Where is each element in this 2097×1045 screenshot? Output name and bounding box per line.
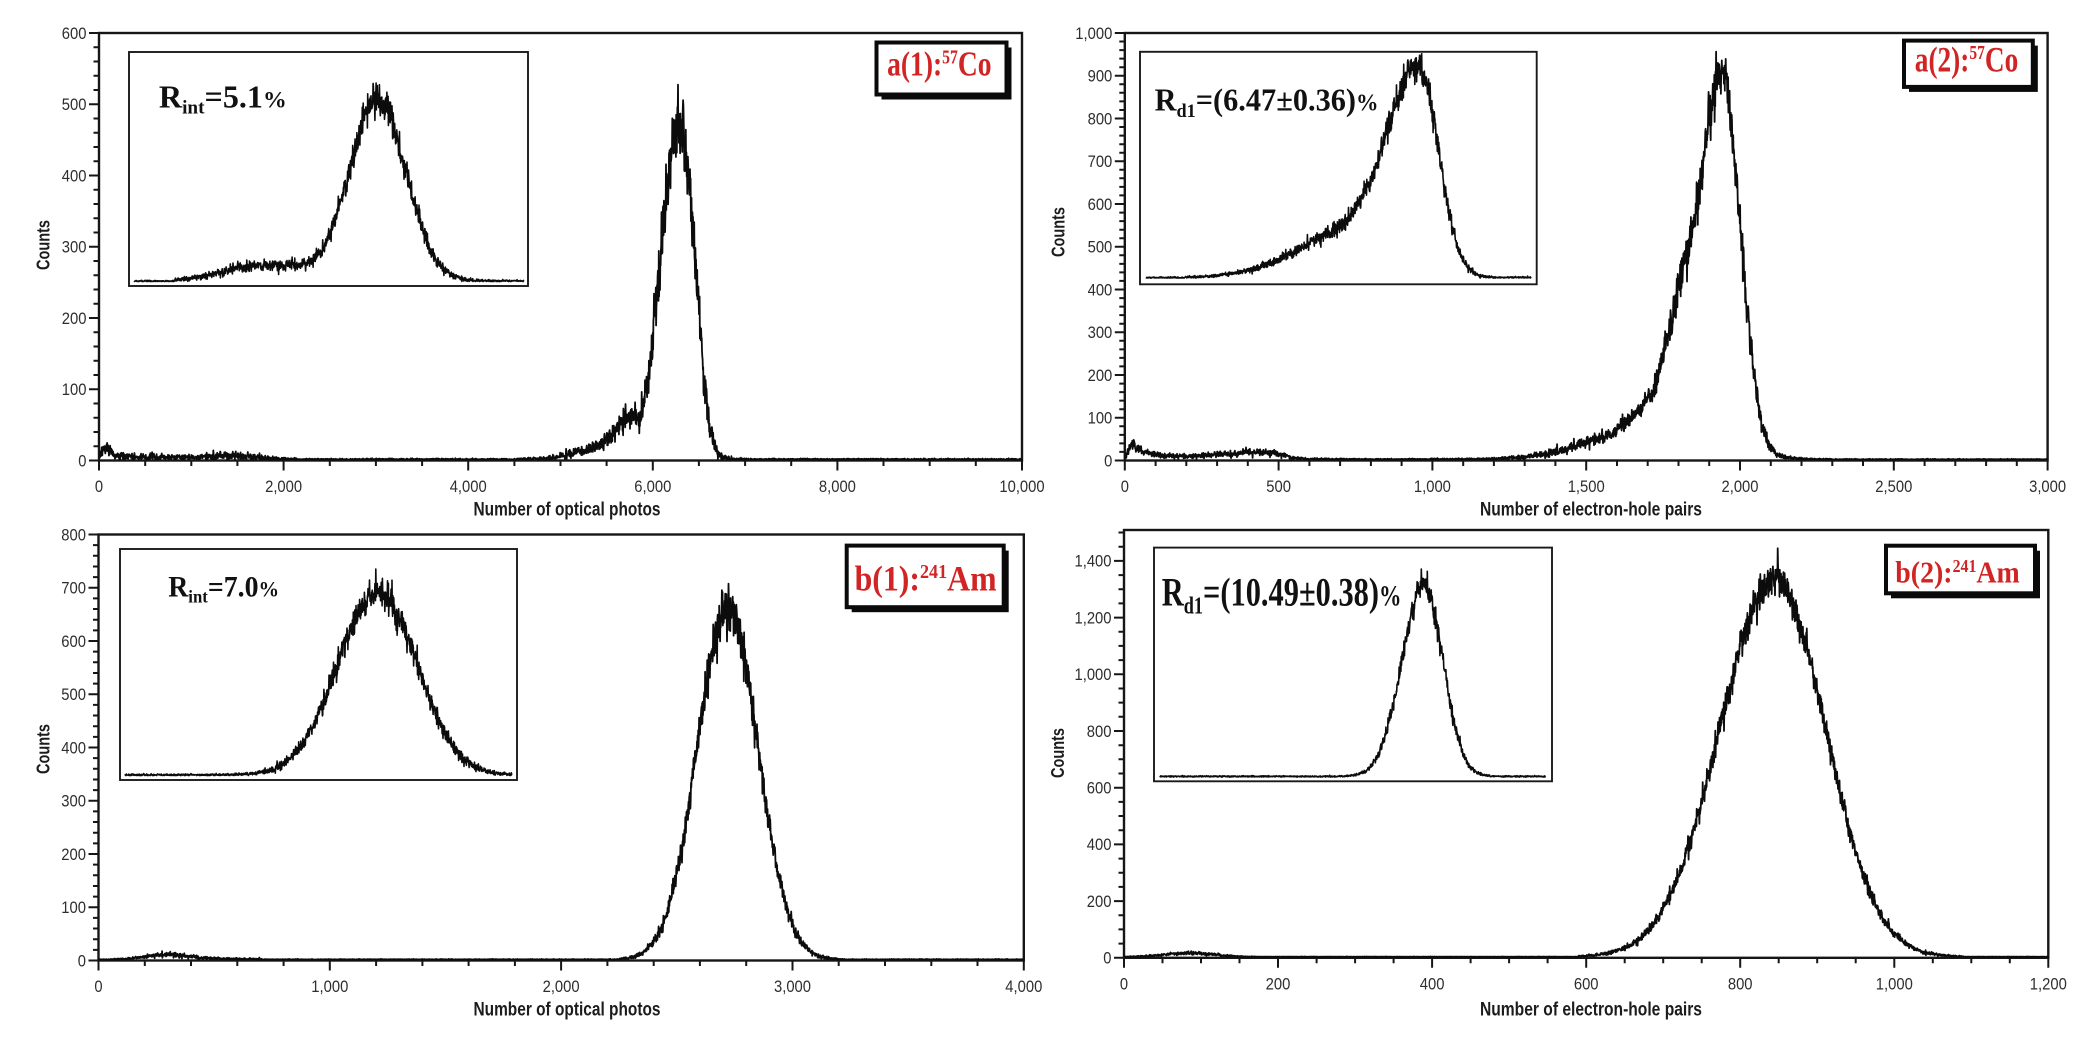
svg-text:400: 400 (1087, 835, 1112, 854)
svg-text:900: 900 (1088, 67, 1113, 86)
svg-text:0: 0 (95, 477, 103, 496)
svg-text:600: 600 (1087, 779, 1112, 798)
svg-text:Number of electron-hole pairs: Number of electron-hole pairs (1480, 498, 1702, 520)
svg-text:200: 200 (62, 309, 87, 328)
svg-text:1,200: 1,200 (1075, 608, 1112, 627)
svg-text:1,000: 1,000 (1075, 665, 1112, 684)
svg-text:Number of optical photos: Number of optical photos (474, 498, 661, 520)
svg-text:2,500: 2,500 (1875, 477, 1912, 496)
svg-text:100: 100 (61, 898, 86, 917)
svg-text:8,000: 8,000 (819, 477, 856, 496)
svg-text:600: 600 (1088, 195, 1113, 214)
svg-text:500: 500 (62, 95, 87, 114)
svg-text:400: 400 (61, 738, 86, 757)
svg-text:700: 700 (1088, 152, 1113, 171)
svg-text:4,000: 4,000 (1005, 977, 1042, 996)
svg-text:0: 0 (1103, 949, 1111, 968)
svg-text:Rd1=(6.47±0.36)%: Rd1=(6.47±0.36)% (1155, 82, 1379, 122)
svg-text:Counts: Counts (34, 724, 54, 774)
svg-text:500: 500 (61, 685, 86, 704)
svg-text:Counts: Counts (1048, 728, 1068, 778)
svg-text:600: 600 (1574, 974, 1599, 993)
svg-text:1,000: 1,000 (311, 977, 348, 996)
svg-text:0: 0 (1121, 477, 1129, 496)
svg-text:200: 200 (61, 845, 86, 864)
svg-text:Counts: Counts (34, 220, 54, 270)
svg-text:600: 600 (62, 24, 87, 43)
svg-text:3,000: 3,000 (774, 977, 811, 996)
svg-text:100: 100 (1088, 409, 1113, 428)
svg-text:0: 0 (1104, 451, 1112, 470)
svg-text:3,000: 3,000 (2029, 477, 2066, 496)
svg-text:1,500: 1,500 (1568, 477, 1605, 496)
svg-text:800: 800 (1728, 974, 1753, 993)
svg-text:10,000: 10,000 (999, 477, 1044, 496)
svg-text:1,000: 1,000 (1876, 974, 1913, 993)
svg-text:600: 600 (61, 632, 86, 651)
svg-text:300: 300 (1088, 323, 1113, 342)
svg-text:400: 400 (62, 166, 87, 185)
svg-text:700: 700 (61, 579, 86, 598)
svg-text:800: 800 (61, 525, 86, 544)
svg-text:800: 800 (1088, 109, 1113, 128)
svg-text:Rint=5.1%: Rint=5.1% (159, 80, 287, 119)
svg-text:Number of electron-hole pairs: Number of electron-hole pairs (1480, 999, 1702, 1021)
svg-text:1,200: 1,200 (2030, 974, 2067, 993)
svg-text:400: 400 (1420, 974, 1445, 993)
svg-text:2,000: 2,000 (1722, 477, 1759, 496)
svg-text:300: 300 (61, 792, 86, 811)
svg-text:a(2):57Co: a(2):57Co (1915, 40, 2018, 79)
svg-text:2,000: 2,000 (543, 977, 580, 996)
svg-text:300: 300 (62, 238, 87, 257)
svg-text:200: 200 (1088, 366, 1113, 385)
svg-text:0: 0 (1120, 974, 1128, 993)
svg-text:0: 0 (78, 451, 86, 470)
svg-text:2,000: 2,000 (265, 477, 302, 496)
svg-text:100: 100 (62, 380, 87, 399)
svg-text:a(1):57Co: a(1):57Co (887, 44, 991, 83)
svg-text:0: 0 (78, 951, 86, 970)
svg-text:400: 400 (1088, 280, 1113, 299)
svg-text:Counts: Counts (1049, 207, 1069, 257)
svg-text:1,000: 1,000 (1075, 24, 1112, 43)
svg-text:200: 200 (1266, 974, 1291, 993)
svg-text:Number of optical photos: Number of optical photos (474, 999, 661, 1021)
svg-text:Rint=7.0%: Rint=7.0% (168, 571, 279, 607)
svg-text:1,400: 1,400 (1075, 552, 1112, 571)
svg-text:500: 500 (1266, 477, 1291, 496)
svg-text:200: 200 (1087, 892, 1112, 911)
svg-text:800: 800 (1087, 722, 1112, 741)
svg-text:0: 0 (94, 977, 102, 996)
svg-text:1,000: 1,000 (1414, 477, 1451, 496)
svg-text:500: 500 (1088, 238, 1113, 257)
svg-text:4,000: 4,000 (450, 477, 487, 496)
svg-text:6,000: 6,000 (634, 477, 671, 496)
